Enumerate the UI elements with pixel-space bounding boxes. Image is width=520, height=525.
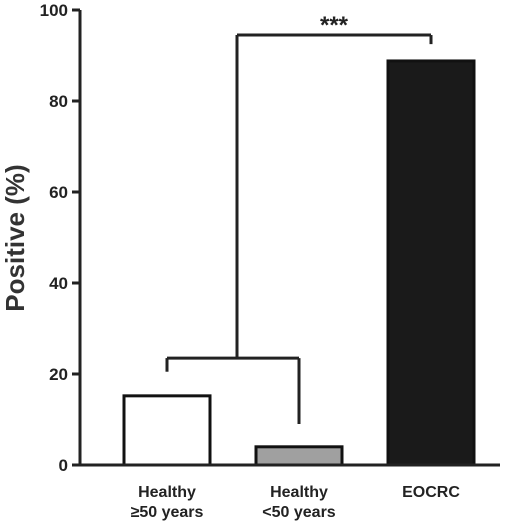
x-tick-label: EOCRC (402, 484, 460, 501)
y-axis-label: Positive (%) (0, 164, 30, 311)
y-tick-label: 20 (49, 365, 68, 384)
y-tick-label: 0 (59, 456, 68, 475)
significance-bracket: *** (165, 12, 433, 425)
x-tick-label: Healthy (138, 484, 196, 501)
bar (122, 394, 212, 467)
bar (254, 445, 344, 467)
y-tick-label: 60 (49, 183, 68, 202)
x-tick-label-line2: ≥50 years (131, 504, 204, 521)
y-tick-label: 100 (40, 1, 68, 20)
x-tick-label: Healthy (270, 484, 328, 501)
x-axis: Healthy ≥50 years Healthy <50 years EOCRC (80, 463, 500, 521)
bar (386, 59, 476, 467)
x-tick-label-line2: <50 years (262, 504, 336, 521)
y-tick-label: 80 (49, 92, 68, 111)
significance-label: *** (320, 12, 349, 39)
y-axis: 0 20 40 60 80 100 (40, 1, 82, 475)
y-tick-label: 40 (49, 274, 68, 293)
